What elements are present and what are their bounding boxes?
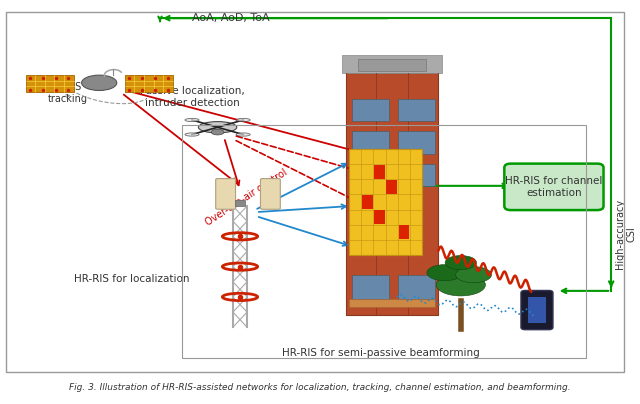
- Ellipse shape: [236, 133, 250, 136]
- Bar: [6, 12, 624, 372]
- Text: Passive localization,
intruder detection: Passive localization, intruder detection: [140, 86, 244, 108]
- Bar: [352, 131, 389, 154]
- Ellipse shape: [198, 122, 237, 133]
- Text: HR-RIS for localization: HR-RIS for localization: [74, 274, 189, 284]
- Text: HR-RIS for channel
estimation: HR-RIS for channel estimation: [505, 173, 602, 195]
- Ellipse shape: [185, 118, 199, 122]
- FancyBboxPatch shape: [260, 179, 280, 209]
- Text: AoA, AoD, ToA: AoA, AoD, ToA: [191, 13, 269, 23]
- Ellipse shape: [445, 256, 476, 270]
- FancyBboxPatch shape: [521, 290, 553, 330]
- Ellipse shape: [456, 267, 492, 283]
- Bar: [349, 149, 422, 255]
- Text: HR-RIS for channel
estimation: HR-RIS for channel estimation: [505, 176, 603, 198]
- Bar: [362, 195, 372, 209]
- Ellipse shape: [236, 118, 250, 122]
- Bar: [398, 275, 435, 299]
- Bar: [235, 200, 245, 206]
- Bar: [398, 131, 435, 154]
- Ellipse shape: [427, 265, 463, 281]
- Bar: [358, 59, 426, 71]
- Text: High-accuracy
CSI: High-accuracy CSI: [615, 199, 637, 269]
- Bar: [346, 73, 438, 315]
- FancyBboxPatch shape: [504, 164, 604, 210]
- FancyBboxPatch shape: [125, 75, 173, 92]
- Bar: [398, 99, 435, 121]
- Ellipse shape: [211, 129, 224, 135]
- Text: Over-the-air control: Over-the-air control: [204, 168, 289, 228]
- Bar: [374, 210, 385, 224]
- Bar: [374, 165, 385, 179]
- Bar: [398, 164, 435, 186]
- Bar: [399, 225, 410, 239]
- Text: HR-RIS for semi-passive beamforming: HR-RIS for semi-passive beamforming: [282, 349, 479, 358]
- FancyBboxPatch shape: [216, 179, 236, 209]
- Bar: [352, 99, 389, 121]
- Ellipse shape: [185, 133, 199, 136]
- Bar: [342, 55, 442, 73]
- Ellipse shape: [82, 75, 117, 90]
- FancyBboxPatch shape: [26, 75, 74, 92]
- Bar: [182, 125, 586, 358]
- Bar: [352, 164, 389, 186]
- Text: HR-RIS
tracking: HR-RIS tracking: [48, 82, 88, 104]
- Text: Fig. 3. Illustration of HR-RIS-assisted networks for localization, tracking, cha: Fig. 3. Illustration of HR-RIS-assisted …: [69, 383, 571, 392]
- Bar: [352, 275, 389, 299]
- Bar: [387, 180, 397, 194]
- Ellipse shape: [436, 274, 485, 296]
- Bar: [528, 297, 546, 323]
- Bar: [349, 299, 435, 307]
